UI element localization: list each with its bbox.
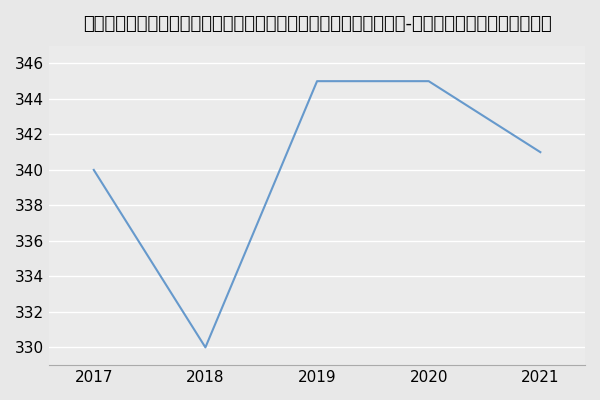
Title: 浙江农林大学文法学院（外国语学院、茶文化学院）涉农商务英语（-历年复试）研究生录取分数线: 浙江农林大学文法学院（外国语学院、茶文化学院）涉农商务英语（-历年复试）研究生录… [83,15,551,33]
